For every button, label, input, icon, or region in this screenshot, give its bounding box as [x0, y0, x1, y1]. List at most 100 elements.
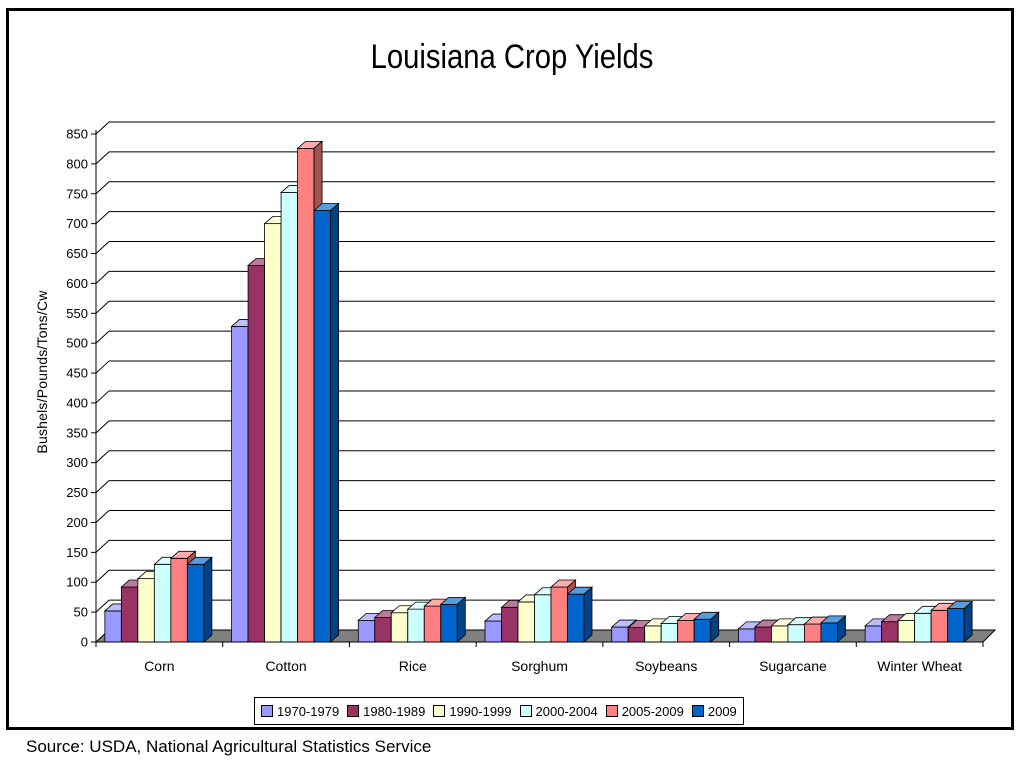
bar — [819, 614, 847, 643]
y-tick-label: 500 — [66, 336, 88, 351]
bar-front — [947, 608, 965, 643]
legend: 1970-1979 1980-1989 1990-1999 2000-2004 2005… — [254, 697, 744, 725]
bar-front — [170, 557, 188, 643]
bar-front — [423, 605, 442, 643]
bar-front — [297, 147, 315, 643]
bar-front — [280, 192, 298, 643]
bar-side — [203, 556, 213, 643]
gridline-side — [95, 539, 110, 553]
y-tick-label: 400 — [66, 395, 88, 410]
bar-front — [820, 622, 838, 643]
legend-label: 1970-1979 — [277, 703, 340, 719]
y-tick-label: 0 — [81, 635, 88, 650]
y-axis-label: Bushels/Pounds/Tons/Cw — [34, 290, 50, 454]
bar-front — [771, 625, 789, 643]
bar-front — [517, 601, 535, 643]
x-tick-label: Cotton — [265, 658, 306, 674]
legend-swatch — [691, 705, 704, 717]
bar-side — [330, 202, 339, 643]
y-tick-label: 100 — [66, 575, 88, 590]
bar-front — [611, 626, 629, 643]
bar-front — [264, 223, 282, 643]
bar-front — [534, 594, 552, 643]
bar-front — [914, 612, 932, 643]
bar-front — [407, 608, 425, 643]
bar-front — [754, 626, 772, 643]
gridline-side — [95, 510, 110, 523]
bar-front — [374, 617, 392, 643]
bar — [946, 600, 974, 643]
bar-front — [677, 620, 695, 643]
bar-front — [153, 563, 172, 643]
y-tick-label: 150 — [66, 545, 88, 560]
bar-side — [710, 611, 720, 643]
bar-side — [456, 596, 466, 643]
legend-swatch — [519, 705, 532, 717]
y-tick-label: 850 — [66, 127, 88, 142]
legend-item: 1990-1999 — [433, 703, 512, 719]
bar-front — [897, 620, 916, 643]
legend-label: 2009 — [707, 703, 737, 719]
legend-item: 2000-2004 — [519, 703, 598, 719]
y-tick-label: 350 — [66, 425, 88, 440]
gridline-side — [95, 211, 110, 225]
bar-front — [231, 326, 249, 643]
bar-front — [660, 623, 679, 643]
gridline-side — [95, 121, 110, 135]
x-tick-label: Sorghum — [511, 658, 568, 674]
bar — [186, 556, 213, 643]
bar-front — [550, 586, 568, 643]
gridline-side — [95, 241, 110, 254]
y-tick-label: 800 — [66, 156, 88, 171]
legend-swatch — [261, 705, 273, 717]
bar-front — [864, 625, 883, 643]
legend-item: 1980-1989 — [347, 704, 425, 719]
legend-swatch — [347, 705, 360, 717]
bar-front — [501, 606, 519, 643]
legend-swatch — [605, 705, 618, 717]
legend-item: 1970-1979 — [261, 704, 339, 719]
y-tick-label: 600 — [66, 276, 88, 291]
gridline-side — [95, 420, 110, 434]
gridline-side — [95, 480, 110, 493]
bar-front — [881, 621, 899, 643]
bar-side — [837, 614, 846, 643]
legend-item: 2009 — [691, 703, 737, 719]
bar-front — [930, 609, 949, 643]
bar-front — [440, 603, 458, 643]
y-tick-label: 250 — [66, 485, 88, 500]
bar-front — [804, 623, 822, 643]
legend-label: 1990-1999 — [449, 703, 512, 719]
legend-swatch — [433, 705, 446, 717]
bar — [313, 202, 340, 643]
bar-front — [738, 628, 756, 643]
bar-front — [313, 210, 331, 643]
bar-front — [644, 625, 662, 643]
gridline-side — [95, 450, 110, 464]
legend-label: 1980-1989 — [363, 703, 426, 719]
gridline-side — [95, 300, 110, 314]
bar-side — [583, 586, 593, 643]
y-tick-label: 300 — [66, 455, 88, 470]
y-tick-label: 750 — [66, 186, 88, 201]
x-tick-label: Corn — [144, 658, 174, 674]
bar-front — [693, 618, 712, 643]
x-tick-label: Rice — [399, 658, 427, 674]
y-tick-label: 650 — [66, 246, 88, 261]
x-tick-label: Winter Wheat — [877, 658, 962, 674]
gridline-side — [95, 360, 110, 374]
bar — [566, 586, 594, 643]
gridline-side — [95, 271, 110, 284]
bar — [439, 596, 467, 643]
bar — [693, 611, 720, 643]
legend-label: 2000-2004 — [535, 703, 598, 719]
gridline-side — [95, 569, 110, 583]
y-tick-label: 50 — [74, 605, 88, 620]
source-note: Source: USDA, National Agricultural Stat… — [26, 737, 432, 756]
bar-front — [137, 578, 155, 643]
bar-front — [567, 593, 585, 643]
bar-front — [186, 563, 205, 643]
x-tick-label: Sugarcane — [759, 658, 827, 674]
gridline-side — [95, 330, 110, 344]
y-tick-label: 450 — [66, 366, 88, 381]
